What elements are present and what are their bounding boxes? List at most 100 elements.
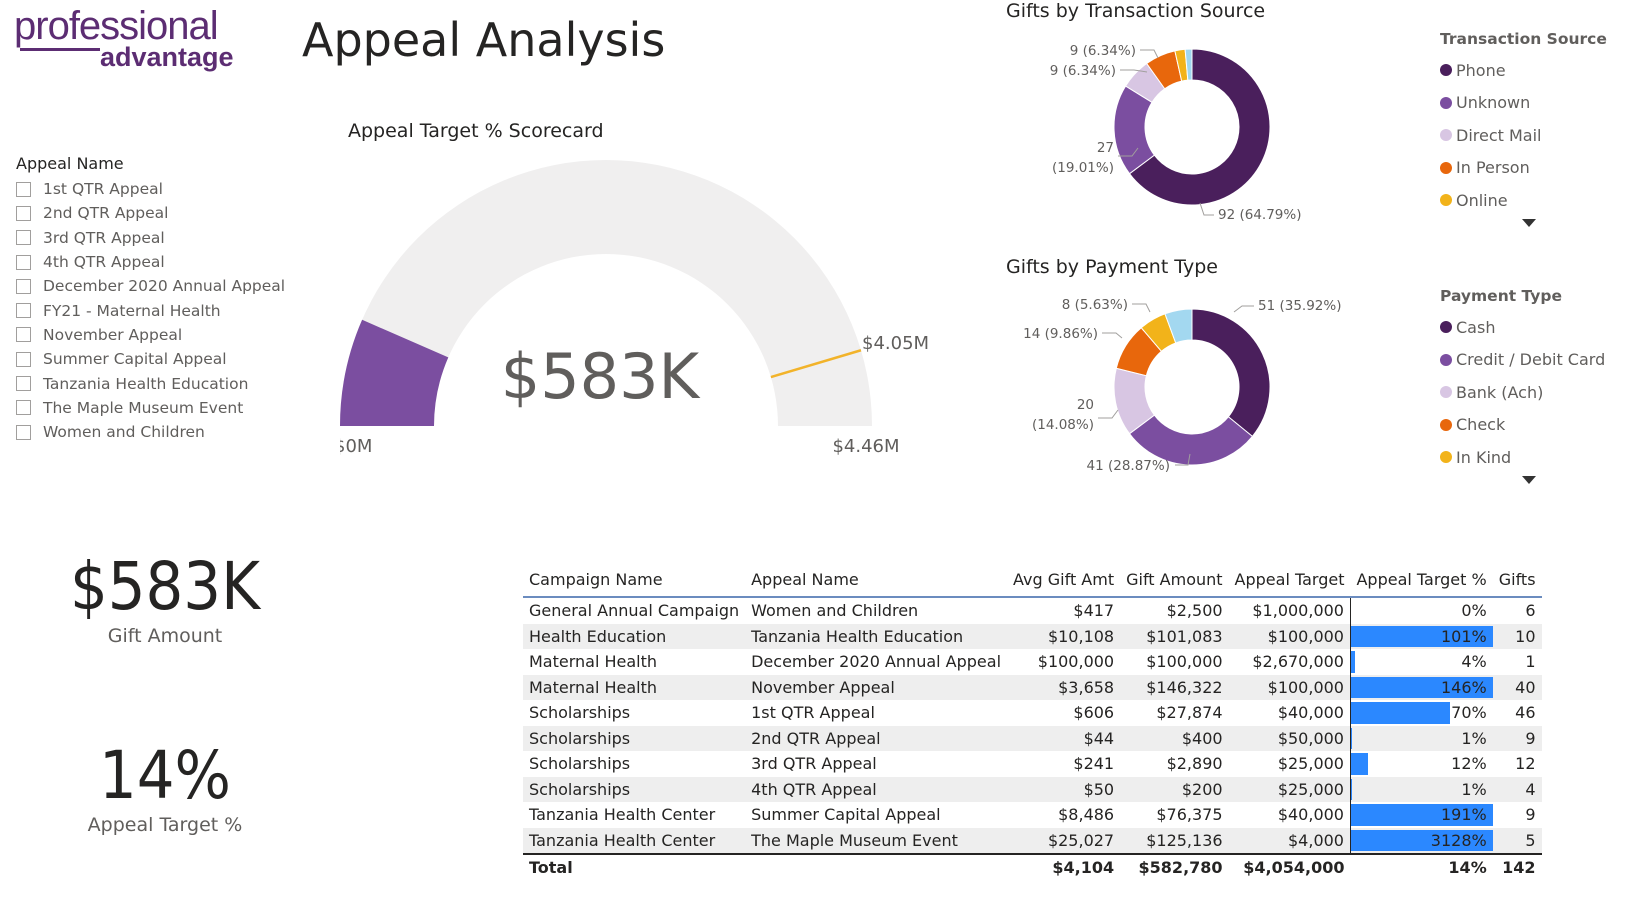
data-label: 9 (6.34%) xyxy=(1050,63,1116,79)
slicer-item[interactable]: Women and Children xyxy=(16,420,286,444)
checkbox[interactable] xyxy=(16,327,31,343)
checkbox[interactable] xyxy=(16,303,31,319)
slicer-header: Appeal Name xyxy=(16,154,124,173)
checkbox[interactable] xyxy=(16,181,31,197)
appeal-target-pct-cell: 0% xyxy=(1349,597,1493,624)
appeal-target-pct-cell: 191% xyxy=(1349,802,1493,828)
gift-amount-cell: $101,083 xyxy=(1120,623,1229,649)
col-gift-amount[interactable]: Gift Amount xyxy=(1120,562,1229,598)
legend-item[interactable]: Credit / Debit Card xyxy=(1440,344,1605,377)
pct-text: 0% xyxy=(1461,601,1487,621)
avg-gift-cell: $8,486 xyxy=(1058,805,1115,825)
data-label-leader-line xyxy=(1120,69,1148,73)
donut-slice[interactable] xyxy=(1164,308,1193,344)
slicer-item[interactable]: 4th QTR Appeal xyxy=(16,250,286,274)
table-row[interactable]: Maternal Health December 2020 Annual Appe… xyxy=(523,649,1542,675)
slicer-item[interactable]: November Appeal xyxy=(16,323,286,347)
col-campaign-name[interactable]: Campaign Name xyxy=(523,562,746,598)
gifts-cell: 46 xyxy=(1515,703,1536,723)
table-row[interactable]: Health Education Tanzania Health Educatio… xyxy=(523,623,1542,649)
legend-title: Transaction Source xyxy=(1440,30,1607,48)
checkbox[interactable] xyxy=(16,254,31,270)
slicer-item[interactable]: The Maple Museum Event xyxy=(16,396,286,420)
donut-slice[interactable] xyxy=(1184,48,1193,81)
checkbox[interactable] xyxy=(16,376,31,392)
data-label: 14 (9.86%) xyxy=(1023,326,1098,342)
slicer-item[interactable]: Tanzania Health Education xyxy=(16,371,286,395)
total-cell: 142 xyxy=(1492,853,1542,880)
legend-label: Cash xyxy=(1456,317,1496,337)
gauge-fill xyxy=(340,319,449,426)
slicer-item[interactable]: Summer Capital Appeal xyxy=(16,347,286,371)
slicer-item-label: Summer Capital Appeal xyxy=(43,350,227,369)
transaction-source-donut[interactable]: 92 (64.79%) 27 (19.01%) 9 (6.34%) 9 (6.34%) xyxy=(1020,30,1360,240)
col-appeal-target-pct[interactable]: Appeal Target % xyxy=(1350,562,1493,598)
col-appeal-name[interactable]: Appeal Name xyxy=(745,562,1008,598)
table-row[interactable]: Maternal Health November Appeal $3,658 $146… xyxy=(523,674,1542,700)
legend-dot-icon xyxy=(1440,129,1452,142)
table-row[interactable]: General Annual Campaign Women and Childre… xyxy=(523,597,1542,624)
table-row[interactable]: Scholarships 4th QTR Appeal $50 $200 $25,000… xyxy=(523,776,1542,802)
legend-label: Direct Mail xyxy=(1456,125,1542,145)
legend-dot-icon xyxy=(1440,64,1452,77)
donut-slice[interactable] xyxy=(1128,414,1254,466)
pct-text: 191% xyxy=(1440,805,1487,825)
data-label: 9 (6.34%) xyxy=(1070,43,1136,59)
table-row[interactable]: Tanzania Health Center Summer Capital App… xyxy=(523,802,1542,828)
appeal-name-slicer: Appeal Name 1st QTR Appeal 2nd QTR Appeal… xyxy=(16,154,286,444)
slicer-item[interactable]: 2nd QTR Appeal xyxy=(16,201,286,225)
table-row[interactable]: Tanzania Health Center The Maple Museum E… xyxy=(523,827,1542,854)
slicer-item-label: The Maple Museum Event xyxy=(43,398,244,417)
slicer-item-label: FY21 - Maternal Health xyxy=(43,301,221,320)
col-appeal-target[interactable]: Appeal Target xyxy=(1228,562,1351,598)
pct-text: 146% xyxy=(1440,677,1487,697)
data-label-leader-line xyxy=(1140,49,1159,59)
checkbox[interactable] xyxy=(16,278,31,294)
table-row[interactable]: Scholarships 3rd QTR Appeal $241 $2,890 $25,… xyxy=(523,751,1542,777)
pct-data-bar xyxy=(1350,778,1353,800)
table-total-row: Total $4,104 $582,780 $4,054,000 14% 142 xyxy=(523,853,1542,880)
legend-item[interactable]: Unknown xyxy=(1440,87,1607,120)
pct-data-bar xyxy=(1350,727,1353,749)
slicer-item-list: 1st QTR Appeal 2nd QTR Appeal 3rd QTR Appe… xyxy=(16,177,286,444)
legend-item[interactable]: Bank (Ach) xyxy=(1440,376,1605,409)
pct-data-bar xyxy=(1350,753,1368,775)
checkbox[interactable] xyxy=(16,205,31,221)
gauge-chart[interactable]: $583K $0M $4.46M $4.05M xyxy=(340,150,940,480)
legend-item[interactable]: Online xyxy=(1440,184,1607,217)
table-row[interactable]: Scholarships 2nd QTR Appeal $44 $400 $50,000… xyxy=(523,725,1542,751)
table-row[interactable]: Scholarships 1st QTR Appeal $606 $27,874 $40… xyxy=(523,700,1542,726)
legend-dot-icon xyxy=(1440,386,1452,399)
appeal-target-pct-cell: 1% xyxy=(1349,776,1493,802)
avg-gift-cell: $606 xyxy=(1073,703,1115,723)
gifts-cell: 10 xyxy=(1492,623,1542,649)
checkbox[interactable] xyxy=(16,230,31,246)
donut-slice[interactable] xyxy=(1191,308,1271,438)
legend-more-down-icon[interactable] xyxy=(1522,218,1536,227)
slicer-item[interactable]: FY21 - Maternal Health xyxy=(16,298,286,322)
pct-text: 101% xyxy=(1440,626,1487,646)
legend-item[interactable]: Direct Mail xyxy=(1440,119,1607,152)
campaign-cell: General Annual Campaign xyxy=(529,601,740,621)
gauge-target-line xyxy=(770,349,862,379)
pct-text: 3128% xyxy=(1430,830,1487,850)
legend-item[interactable]: Cash xyxy=(1440,311,1605,344)
donut-slice[interactable] xyxy=(1128,48,1271,206)
checkbox[interactable] xyxy=(16,400,31,416)
checkbox[interactable] xyxy=(16,424,31,440)
legend-item[interactable]: In Person xyxy=(1440,152,1607,185)
slicer-item[interactable]: December 2020 Annual Appeal xyxy=(16,274,286,298)
col-avg-gift-amt[interactable]: Avg Gift Amt xyxy=(1007,562,1121,598)
legend-item[interactable]: Phone xyxy=(1440,54,1607,87)
slicer-item[interactable]: 1st QTR Appeal xyxy=(16,177,286,201)
legend-label: In Person xyxy=(1456,158,1530,178)
legend-more-down-icon[interactable] xyxy=(1522,475,1536,484)
col-gifts[interactable]: Gifts xyxy=(1492,562,1542,598)
legend-label: Check xyxy=(1456,415,1506,435)
data-label-leader-line xyxy=(1199,202,1214,216)
legend-item[interactable]: In Kind xyxy=(1440,441,1605,474)
checkbox[interactable] xyxy=(16,351,31,367)
payment-type-donut[interactable]: 51 (35.92%) 41 (28.87%) 20 (14.08%) 14 (9.86… xyxy=(1020,290,1360,500)
legend-item[interactable]: Check xyxy=(1440,409,1605,442)
slicer-item[interactable]: 3rd QTR Appeal xyxy=(16,226,286,250)
